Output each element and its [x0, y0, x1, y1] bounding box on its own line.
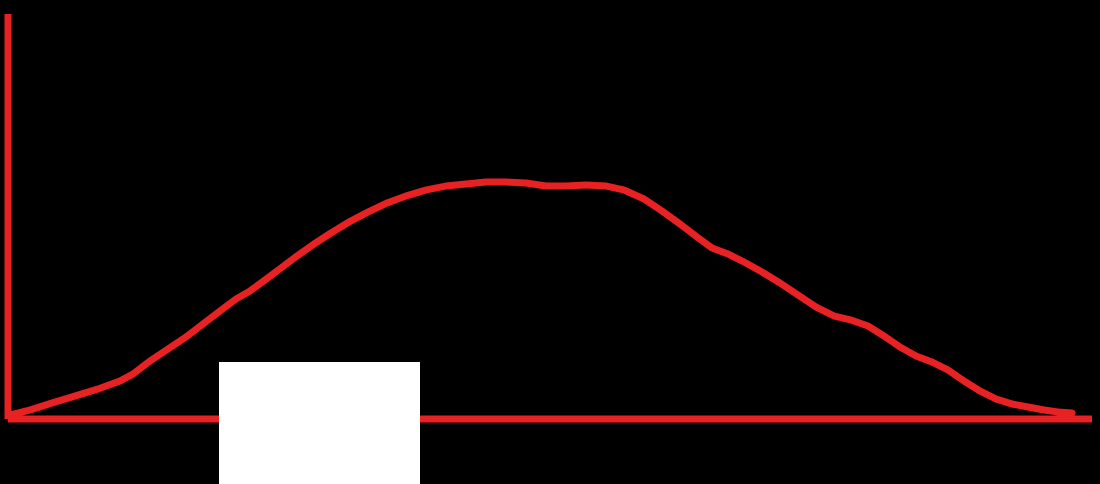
data-series-line-red-curve	[6, 178, 1076, 419]
white-rectangle-overlay	[219, 362, 420, 484]
